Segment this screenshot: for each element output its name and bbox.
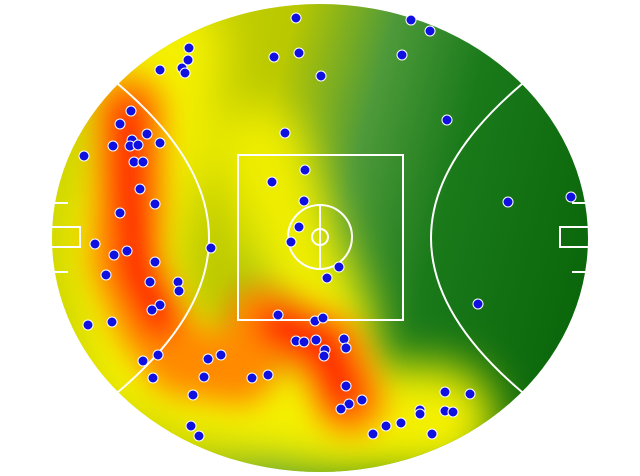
points bbox=[78, 12, 577, 442]
point bbox=[441, 114, 453, 126]
point bbox=[472, 298, 484, 310]
point bbox=[266, 176, 278, 188]
point bbox=[315, 70, 327, 82]
point bbox=[502, 196, 514, 208]
point bbox=[340, 380, 352, 392]
point bbox=[333, 261, 345, 273]
point bbox=[298, 336, 310, 348]
point bbox=[321, 272, 333, 284]
point bbox=[310, 334, 322, 346]
point bbox=[298, 195, 310, 207]
point bbox=[121, 245, 133, 257]
point bbox=[146, 304, 158, 316]
point bbox=[405, 14, 417, 26]
point bbox=[279, 127, 291, 139]
point bbox=[183, 42, 195, 54]
point bbox=[144, 276, 156, 288]
point bbox=[318, 350, 330, 362]
point bbox=[152, 349, 164, 361]
point bbox=[202, 353, 214, 365]
point bbox=[154, 64, 166, 76]
point bbox=[137, 156, 149, 168]
point bbox=[134, 183, 146, 195]
point bbox=[464, 388, 476, 400]
point bbox=[141, 128, 153, 140]
point bbox=[268, 51, 280, 63]
point bbox=[173, 285, 185, 297]
point bbox=[132, 139, 144, 151]
point bbox=[89, 238, 101, 250]
point bbox=[335, 403, 347, 415]
point bbox=[272, 309, 284, 321]
point bbox=[185, 420, 197, 432]
point bbox=[426, 428, 438, 440]
point bbox=[114, 118, 126, 130]
point bbox=[317, 312, 329, 324]
point bbox=[78, 150, 90, 162]
point bbox=[293, 221, 305, 233]
point bbox=[107, 140, 119, 152]
point bbox=[414, 408, 426, 420]
point bbox=[340, 342, 352, 354]
point bbox=[198, 371, 210, 383]
point bbox=[338, 333, 350, 345]
point bbox=[285, 236, 297, 248]
point bbox=[439, 386, 451, 398]
point bbox=[343, 398, 355, 410]
point bbox=[395, 417, 407, 429]
point bbox=[149, 198, 161, 210]
point bbox=[154, 299, 166, 311]
point bbox=[149, 256, 161, 268]
point bbox=[108, 249, 120, 261]
point bbox=[179, 67, 191, 79]
point bbox=[565, 191, 577, 203]
point bbox=[182, 54, 194, 66]
point bbox=[262, 369, 274, 381]
point bbox=[205, 242, 217, 254]
point bbox=[172, 276, 184, 288]
point bbox=[293, 47, 305, 59]
point bbox=[137, 355, 149, 367]
point bbox=[246, 372, 258, 384]
point bbox=[356, 394, 368, 406]
point bbox=[147, 372, 159, 384]
point bbox=[106, 316, 118, 328]
point bbox=[367, 428, 379, 440]
point bbox=[215, 349, 227, 361]
point bbox=[82, 319, 94, 331]
point bbox=[114, 207, 126, 219]
point bbox=[100, 269, 112, 281]
point bbox=[290, 12, 302, 24]
point bbox=[447, 406, 459, 418]
point bbox=[380, 420, 392, 432]
point bbox=[424, 25, 436, 37]
point bbox=[396, 49, 408, 61]
point bbox=[187, 389, 199, 401]
point bbox=[154, 137, 166, 149]
point bbox=[299, 164, 311, 176]
point bbox=[125, 105, 137, 117]
point bbox=[193, 430, 205, 442]
